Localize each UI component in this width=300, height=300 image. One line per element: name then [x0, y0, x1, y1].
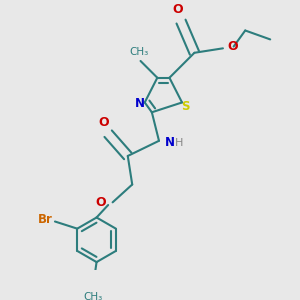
Text: CH₃: CH₃ [83, 292, 103, 300]
Text: N: N [165, 136, 175, 149]
Text: N: N [135, 97, 145, 110]
Text: S: S [181, 100, 190, 112]
Text: O: O [98, 116, 109, 129]
Text: H: H [175, 138, 183, 148]
Text: O: O [227, 40, 238, 53]
Text: CH₃: CH₃ [129, 47, 148, 57]
Text: Br: Br [38, 213, 52, 226]
Text: O: O [172, 3, 183, 16]
Text: O: O [96, 196, 106, 209]
